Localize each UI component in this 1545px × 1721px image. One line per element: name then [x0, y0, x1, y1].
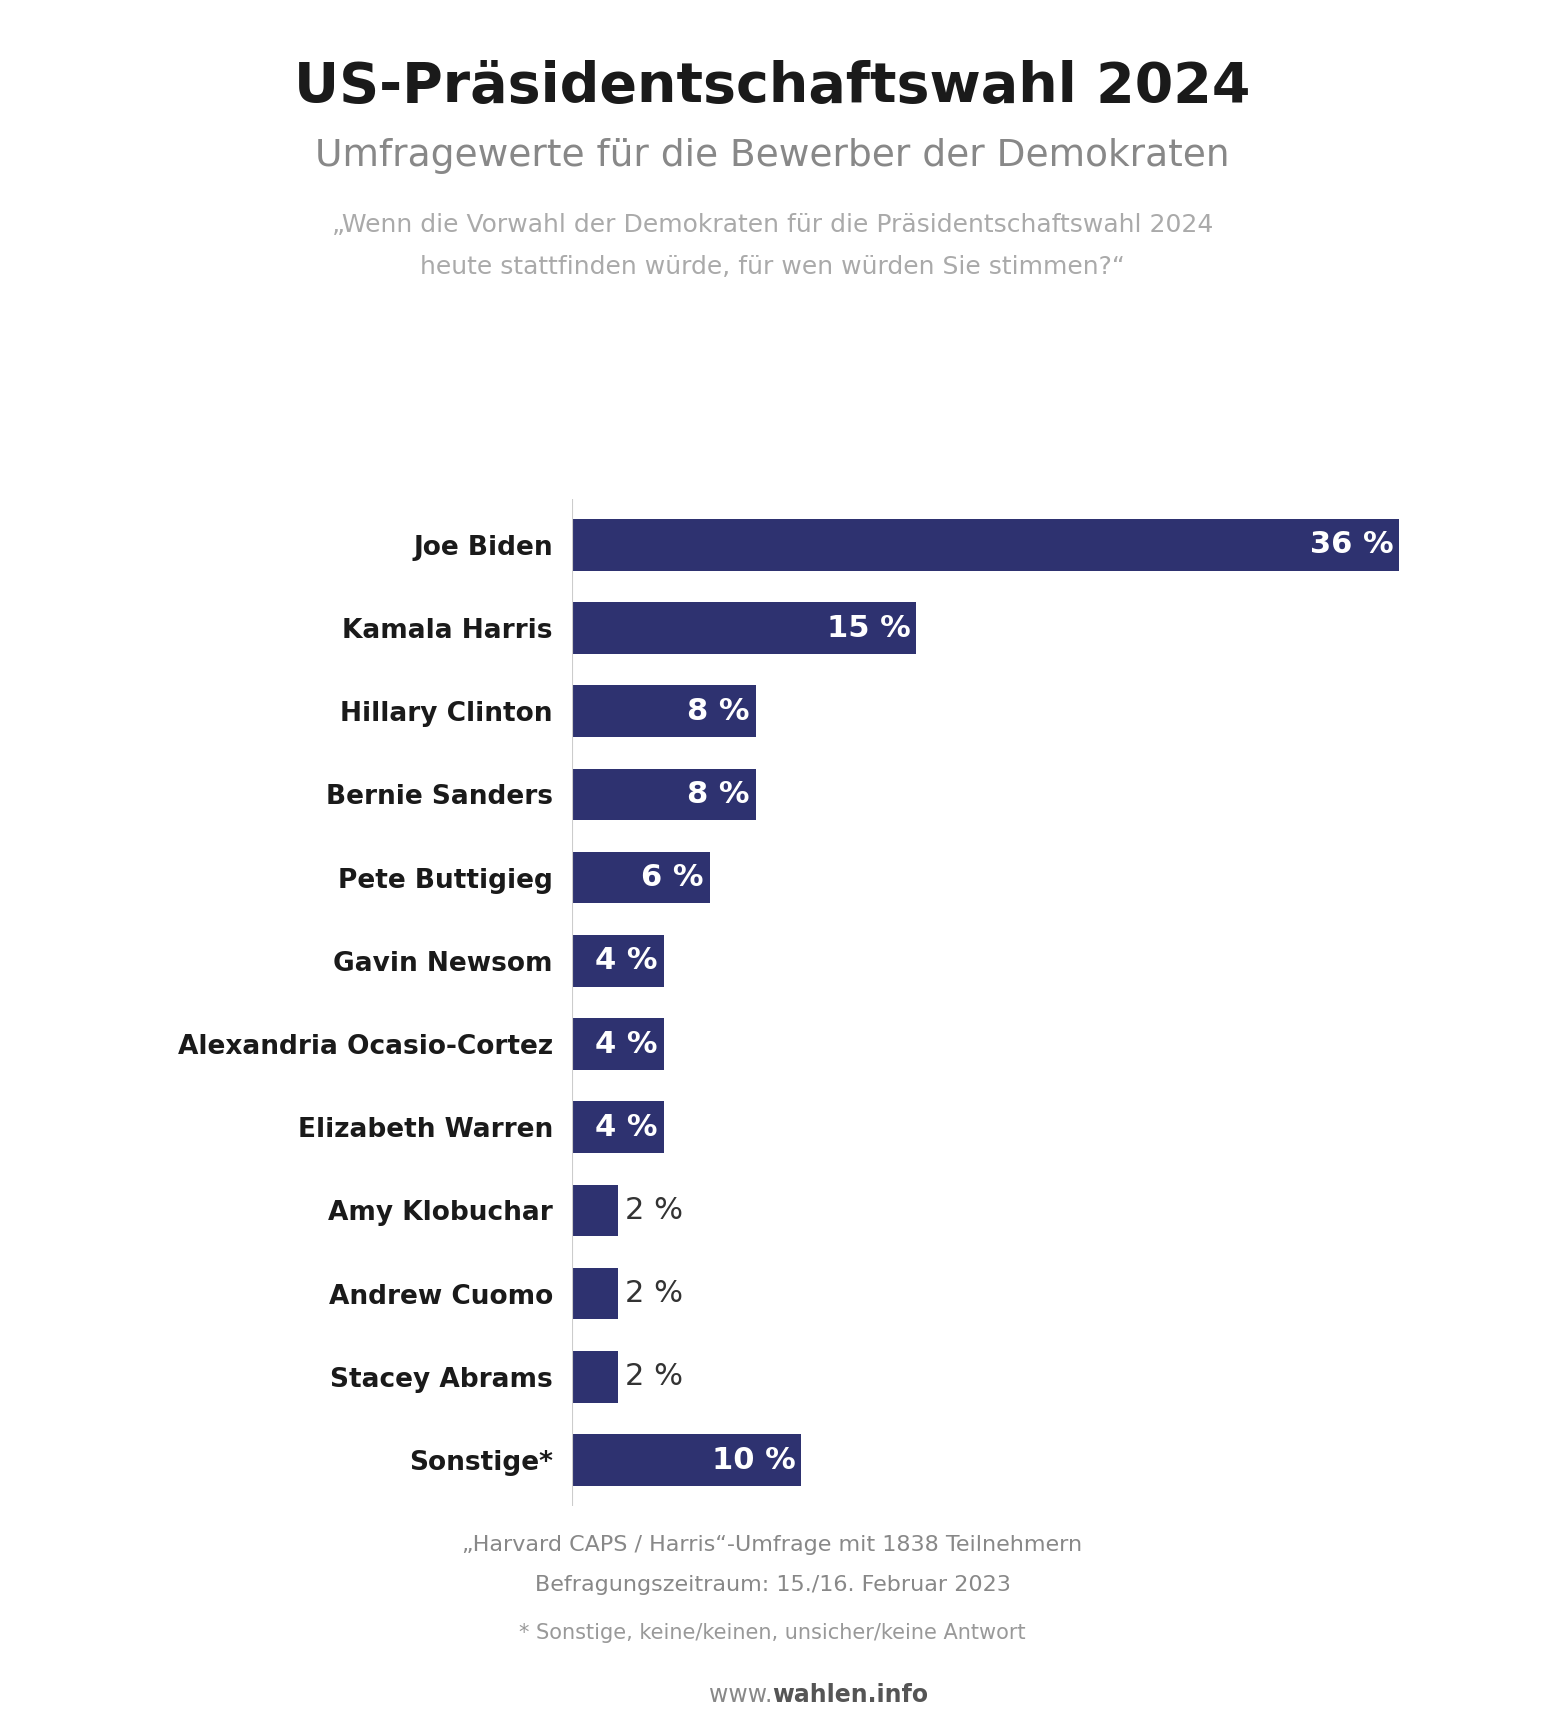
Text: wahlen.info: wahlen.info [772, 1683, 929, 1707]
Text: 4 %: 4 % [595, 947, 658, 976]
Bar [572, 1351, 618, 1403]
Bar [572, 1184, 618, 1236]
Text: 8 %: 8 % [688, 780, 749, 809]
Bar [572, 685, 756, 737]
Text: Umfragewerte für die Bewerber der Demokraten: Umfragewerte für die Bewerber der Demokr… [315, 138, 1230, 174]
Text: 15 %: 15 % [827, 614, 910, 642]
Text: Befragungszeitraum: 15./16. Februar 2023: Befragungszeitraum: 15./16. Februar 2023 [535, 1575, 1010, 1595]
Text: 2 %: 2 % [624, 1363, 683, 1391]
Text: 4 %: 4 % [595, 1029, 658, 1058]
Bar [572, 1268, 618, 1320]
Text: 2 %: 2 % [624, 1196, 683, 1225]
Text: heute stattfinden würde, für wen würden Sie stimmen?“: heute stattfinden würde, für wen würden … [420, 255, 1125, 279]
Bar [572, 852, 709, 904]
Text: US-Präsidentschaftswahl 2024: US-Präsidentschaftswahl 2024 [294, 60, 1251, 114]
Text: www.: www. [709, 1683, 772, 1707]
Text: „Wenn die Vorwahl der Demokraten für die Präsidentschaftswahl 2024: „Wenn die Vorwahl der Demokraten für die… [332, 213, 1213, 237]
Bar [572, 1101, 664, 1153]
Bar [572, 520, 1400, 571]
Text: 8 %: 8 % [688, 697, 749, 726]
Bar [572, 1019, 664, 1070]
Bar [572, 602, 916, 654]
Text: 10 %: 10 % [712, 1446, 796, 1475]
Text: 36 %: 36 % [1310, 530, 1394, 559]
Text: „Harvard CAPS / Harris“-Umfrage mit 1838 Teilnehmern: „Harvard CAPS / Harris“-Umfrage mit 1838… [462, 1535, 1083, 1556]
Bar [572, 769, 756, 821]
Text: * Sonstige, keine/keinen, unsicher/keine Antwort: * Sonstige, keine/keinen, unsicher/keine… [519, 1623, 1026, 1644]
Bar [572, 1434, 802, 1485]
Text: 4 %: 4 % [595, 1113, 658, 1141]
Bar [572, 935, 664, 986]
Text: 6 %: 6 % [641, 864, 705, 891]
Text: 2 %: 2 % [624, 1279, 683, 1308]
